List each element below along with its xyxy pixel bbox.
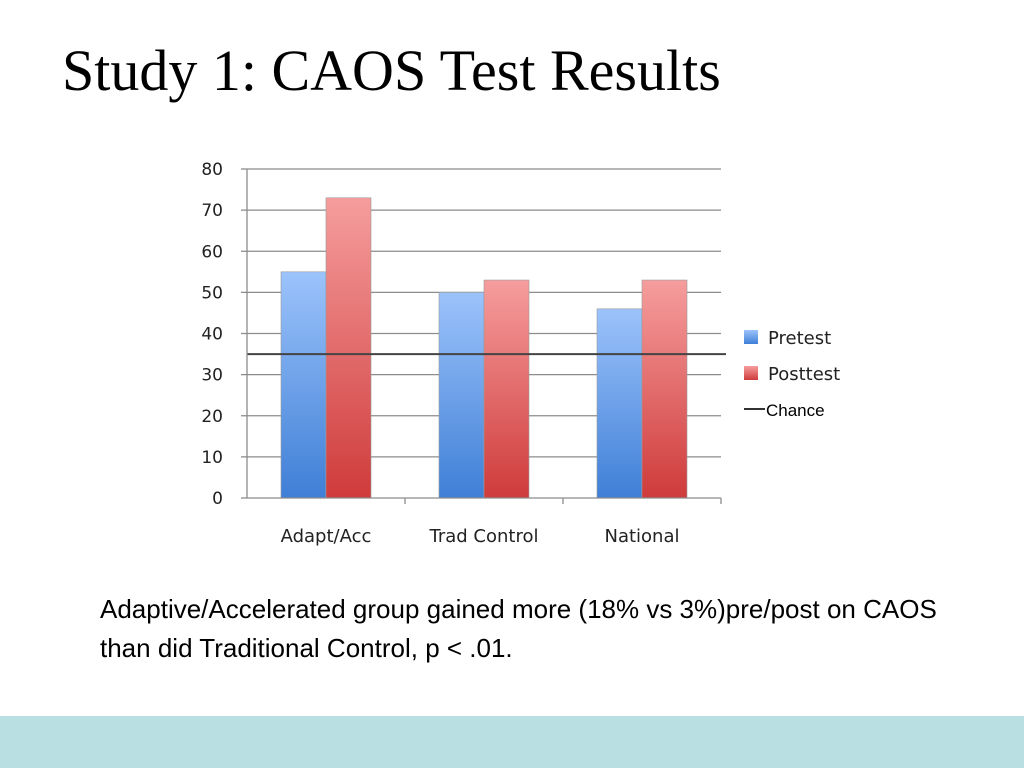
y-tick-label: 70: [201, 201, 223, 221]
y-tick-label: 60: [201, 242, 223, 262]
axes: [241, 168, 722, 504]
bar-pretest-1: [438, 292, 485, 499]
legend-swatch-posttest: [744, 366, 758, 380]
legend-label-posttest: Posttest: [768, 364, 840, 385]
x-category-label: Adapt/Acc: [281, 526, 372, 547]
legend-label-chance: Chance: [766, 401, 825, 420]
footer-band: [0, 716, 1024, 768]
x-category-label: National: [604, 526, 679, 547]
y-tick-label: 20: [201, 407, 223, 427]
bar-posttest-0: [325, 197, 372, 499]
y-tick-label: 0: [212, 489, 223, 509]
bar-posttest-1: [483, 279, 530, 499]
y-tick-label: 50: [201, 283, 223, 303]
y-tick-label: 30: [201, 366, 223, 386]
y-tick-label: 40: [201, 325, 223, 345]
legend-label-pretest: Pretest: [768, 328, 831, 349]
y-tick-label: 80: [201, 160, 223, 180]
x-category-label: Trad Control: [429, 526, 539, 547]
bar-pretest-2: [596, 308, 643, 499]
bar-pretest-0: [280, 271, 327, 499]
legend: Pretest Posttest Chance: [744, 328, 840, 420]
legend-swatch-pretest: [744, 330, 758, 344]
bar-chart: 0 10 20 30 40 50 60 70 80 Adapt/Acc Trad Control Na…: [201, 160, 840, 547]
y-tick-label: 10: [201, 448, 223, 468]
bars: [280, 197, 688, 499]
slide-caption: Adaptive/Accelerated group gained more (…: [100, 594, 937, 663]
labels: 0 10 20 30 40 50 60 70 80 Adapt/Acc Trad Control Na…: [201, 160, 679, 547]
bar-posttest-2: [641, 279, 688, 499]
slide-title: Study 1: CAOS Test Results: [62, 38, 721, 103]
